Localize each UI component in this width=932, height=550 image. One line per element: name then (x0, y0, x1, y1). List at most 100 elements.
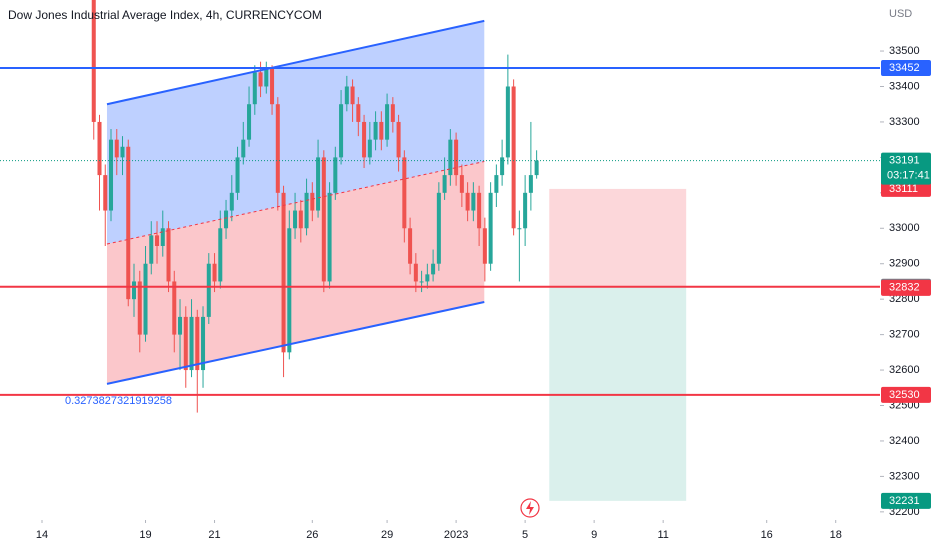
channel-upper (106, 19, 485, 106)
channel-upper-fill (106, 20, 485, 245)
y-tick-label: 32300 (889, 470, 920, 482)
candle-body (425, 274, 430, 282)
x-tick-label: 18 (830, 529, 842, 541)
chart-title: Dow Jones Industrial Average Index, 4h, … (8, 8, 322, 22)
candle-body (396, 121, 401, 158)
candle-body (477, 192, 482, 229)
candle-body (298, 210, 303, 229)
price-axis (880, 0, 932, 550)
candle-body (488, 192, 493, 264)
candle-body (436, 192, 441, 264)
candle-body (454, 139, 459, 176)
countdown-label: 03:17:41 (887, 169, 930, 181)
x-tick-label: 21 (208, 529, 220, 541)
y-tick-label: 33500 (889, 45, 920, 57)
candle-body (178, 316, 183, 335)
candle-body (379, 121, 384, 140)
price-badge-label: 32832 (889, 282, 920, 294)
alert-bolt (526, 501, 534, 515)
price-badge (881, 279, 931, 296)
y-tick-label: 32600 (889, 364, 920, 376)
candle-body (160, 228, 165, 246)
x-tick-label: 14 (36, 529, 48, 541)
x-tick-label: 5 (522, 529, 528, 541)
price-badge-label: 32231 (889, 495, 920, 507)
y-tick-label: 32400 (889, 435, 920, 447)
candle-body (442, 175, 447, 193)
channel-middle (106, 160, 485, 245)
candle-body (528, 175, 533, 193)
price-badge (881, 60, 931, 77)
candle-body (500, 157, 505, 176)
candle-body (108, 139, 114, 211)
candle-body (212, 263, 217, 282)
y-tick-label: 32900 (889, 258, 920, 270)
candle-body (172, 281, 177, 335)
candle-body (505, 86, 510, 158)
y-tick-label: 32700 (889, 329, 920, 341)
candle-body (287, 228, 292, 353)
price-badge-label: 33111 (889, 183, 918, 195)
candle-body (511, 86, 516, 229)
price-badge (881, 386, 931, 403)
channel-lower (106, 301, 485, 385)
candle-body (224, 210, 229, 229)
candle-body (166, 228, 171, 282)
x-tick-label: 11 (657, 529, 668, 541)
candle-body (126, 146, 131, 300)
candle-body (356, 104, 361, 122)
candle-body (402, 157, 407, 229)
x-tick-label: 2023 (444, 529, 468, 541)
candle-body (132, 281, 137, 300)
candle-body (264, 68, 269, 87)
candle-body (373, 121, 378, 140)
candle-body (385, 104, 390, 140)
candle-body (482, 228, 487, 264)
price-badge-label: 33452 (889, 62, 920, 74)
candle-body (258, 72, 263, 87)
candle-body (241, 139, 246, 158)
candle-body (229, 192, 234, 211)
candle-body (252, 72, 257, 105)
candle-body (114, 139, 119, 158)
candle-body (523, 192, 528, 229)
x-tick-label: 26 (306, 529, 318, 541)
candle-body (390, 104, 395, 122)
y-tick-label: 33000 (889, 222, 920, 234)
candle-body (448, 139, 453, 176)
candle-body (103, 175, 108, 211)
candle-body (247, 104, 252, 140)
candle-body (517, 228, 522, 230)
candle-body (189, 316, 194, 371)
price-badge (881, 492, 931, 509)
candle-body (408, 228, 413, 264)
candle-body (206, 263, 211, 317)
candle-body (183, 316, 188, 371)
axis-layer: 3220032300324003250032600327003280032900… (36, 45, 931, 541)
y-tick-label: 32800 (889, 293, 920, 305)
candle-body (149, 235, 154, 264)
position-target-zone (549, 286, 687, 501)
x-tick-label: 29 (381, 529, 393, 541)
plot-area: 0.3273827321919258 (0, 0, 880, 501)
candle-body (333, 157, 338, 193)
candle-body (143, 263, 148, 335)
x-tick-label: 16 (761, 529, 773, 541)
candle-body (534, 160, 539, 176)
candle-body (304, 192, 309, 229)
candle-body (362, 121, 367, 158)
x-tick-label: 9 (591, 529, 597, 541)
candle-body (494, 175, 499, 193)
candle-body (344, 86, 349, 105)
candle-body (367, 139, 372, 158)
y-tick-label: 32200 (889, 506, 920, 518)
candle-body (350, 86, 355, 105)
candle-body (413, 263, 418, 282)
price-badge-label: 33191 (889, 154, 920, 166)
candle-body (321, 157, 326, 282)
candle-body (431, 263, 436, 275)
candle-body (137, 281, 142, 335)
candle-body (419, 281, 424, 283)
